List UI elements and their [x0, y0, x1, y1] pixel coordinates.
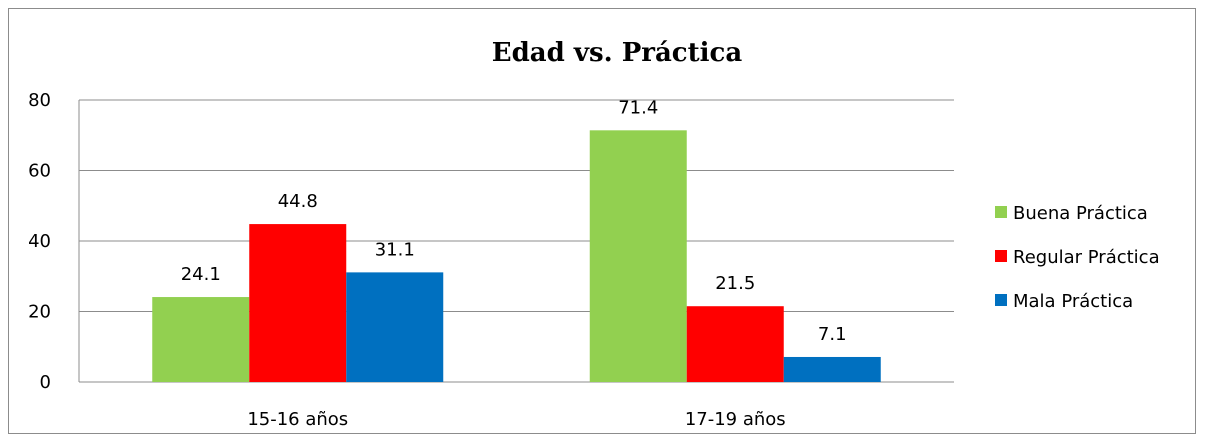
data-label: 44.8 — [278, 191, 318, 212]
x-tick-label: 15-16 años — [247, 409, 348, 430]
data-label: 31.1 — [375, 239, 415, 260]
data-label: 24.1 — [181, 264, 221, 285]
legend-label: Buena Práctica — [1013, 203, 1148, 224]
bar — [686, 306, 784, 382]
legend-swatch — [995, 294, 1007, 306]
data-label: 21.5 — [715, 273, 755, 294]
y-tick-label: 0 — [40, 372, 51, 393]
data-labels: 24.1 44.8 31.1 71.4 21.5 7.1 — [181, 97, 847, 345]
data-label: 71.4 — [618, 97, 658, 118]
legend-label: Regular Práctica — [1013, 247, 1160, 268]
bar — [589, 130, 687, 382]
legend-swatch — [995, 250, 1007, 262]
y-tick-label: 20 — [28, 302, 51, 323]
data-label: 7.1 — [818, 324, 847, 345]
bar — [152, 297, 250, 382]
legend-swatch — [995, 206, 1007, 218]
chart-title: Edad vs. Práctica — [492, 38, 743, 68]
legend-label: Mala Práctica — [1013, 291, 1133, 312]
bar — [249, 224, 347, 382]
y-tick-label: 60 — [28, 161, 51, 182]
bars — [152, 130, 881, 382]
legend: Buena Práctica Regular Práctica Mala Práct… — [995, 203, 1160, 312]
y-tick-label: 40 — [28, 231, 51, 252]
x-tick-label: 17-19 años — [685, 409, 786, 430]
bar — [783, 356, 881, 382]
y-tick-label: 80 — [28, 90, 51, 111]
bar — [346, 272, 444, 382]
